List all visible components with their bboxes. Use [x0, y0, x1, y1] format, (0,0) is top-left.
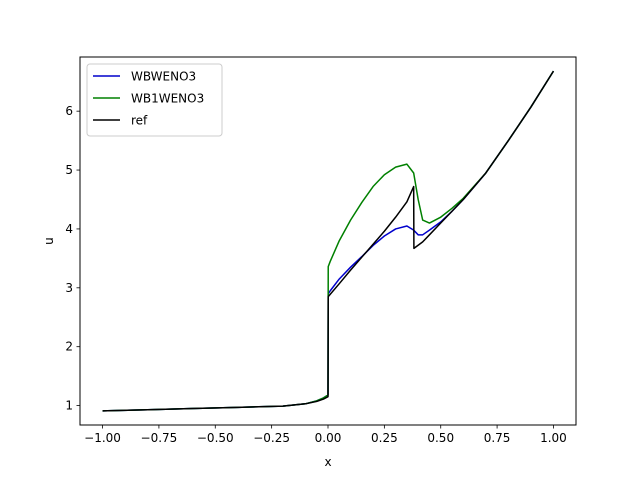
x-axis-ticks: −1.00 −0.75 −0.50 −0.25 0.00 0.25 0.50 0.75 1.00: [84, 425, 567, 445]
y-axis-label: u: [42, 237, 56, 245]
legend-label-ref: ref: [131, 114, 148, 128]
x-axis-label: x: [324, 455, 331, 469]
x-tick-label: 0.75: [484, 431, 511, 445]
series-layer: [102, 70, 555, 412]
y-tick-label: 4: [65, 222, 73, 236]
y-tick-label: 2: [65, 340, 73, 354]
series-line-ref: [102, 70, 555, 412]
x-tick-label: −0.75: [141, 431, 178, 445]
x-tick-label: 0.25: [371, 431, 398, 445]
y-tick-label: 1: [65, 399, 73, 413]
x-tick-label: −1.00: [84, 431, 121, 445]
x-tick-label: 1.00: [540, 431, 567, 445]
x-tick-label: 0.00: [315, 431, 342, 445]
y-axis-ticks: 1 2 3 4 5 6: [65, 104, 80, 413]
y-tick-label: 5: [65, 163, 73, 177]
x-tick-label: −0.25: [253, 431, 290, 445]
legend: WBWENO3 WB1WENO3 ref: [86, 63, 223, 137]
legend-box: [86, 63, 223, 137]
y-tick-label: 6: [65, 104, 73, 118]
legend-label-wbweno3: WBWENO3: [131, 70, 196, 84]
x-tick-label: −0.50: [197, 431, 234, 445]
y-tick-label: 3: [65, 281, 73, 295]
legend-label-wb1weno3: WB1WENO3: [131, 92, 204, 106]
x-tick-label: 0.50: [427, 431, 454, 445]
